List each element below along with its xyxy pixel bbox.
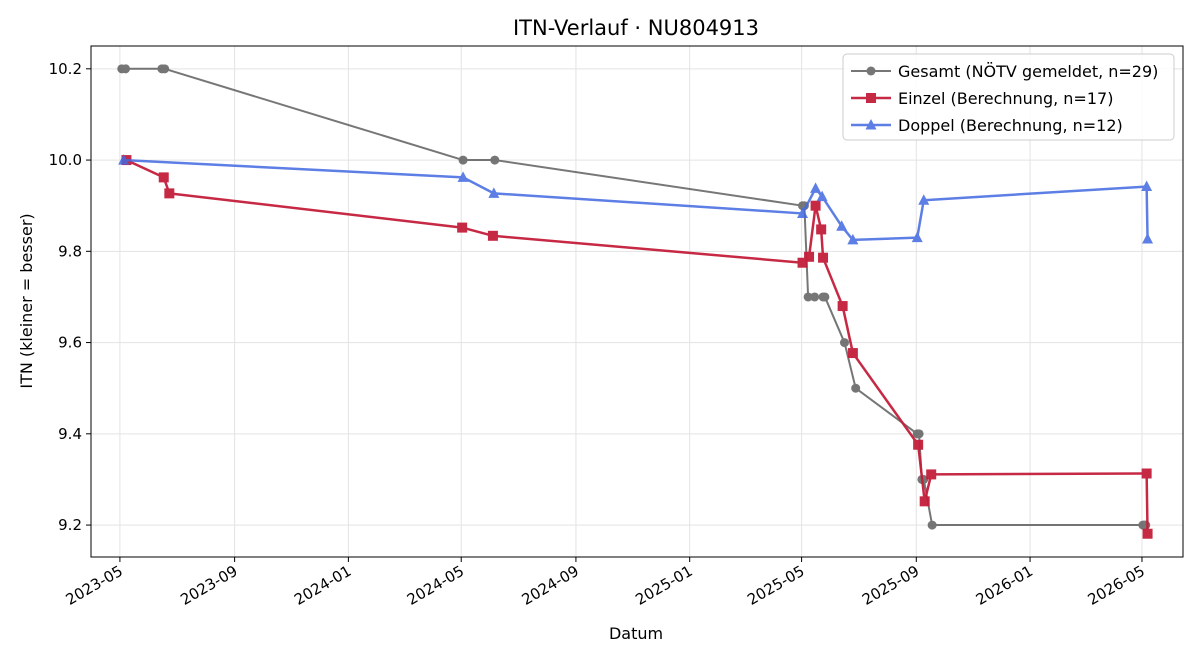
data-point [457,171,469,182]
data-point [926,469,937,480]
data-point [804,251,815,262]
data-point [1141,180,1153,192]
x-tick-label: 2026-05 [1085,562,1148,609]
data-point [927,520,937,530]
data-point [847,348,858,359]
legend-swatch-marker [866,66,876,76]
data-point [160,64,170,74]
data-point [1142,528,1153,539]
series-2 [121,155,1153,539]
x-tick-label: 2026-01 [973,562,1036,609]
series-3 [118,154,1154,245]
series-group [117,64,1154,539]
y-tick-label: 9.4 [58,425,82,443]
legend-swatch-marker [865,119,877,130]
x-axis-title: Datum [609,624,663,643]
data-point [158,172,169,183]
data-point [837,301,848,312]
x-tick-label: 2025-05 [744,562,807,609]
x-tick-label: 2024-09 [519,562,582,609]
data-point [164,188,175,199]
legend-swatch-marker [866,93,876,103]
x-tick-label: 2025-01 [632,562,695,609]
legend: Gesamt (NÖTV gemeldet, n=29) Einzel (Bere… [842,53,1175,141]
data-point [820,292,830,302]
series-line [123,158,1149,242]
legend-label: Einzel (Berechnung, n=17) [898,89,1113,108]
data-point [1141,468,1152,479]
data-point [118,154,130,165]
series-line [125,158,1149,534]
y-tick-label: 10.0 [49,151,82,169]
data-point [1141,520,1151,530]
data-point [919,496,930,507]
data-point [457,222,468,233]
y-tick-label: 9.8 [58,242,82,260]
data-point [836,220,848,231]
data-point [490,155,500,165]
data-point [816,190,828,202]
x-tick-label: 2023-05 [63,562,126,609]
y-tick-label: 9.2 [58,516,82,534]
data-point [458,155,468,165]
data-point [911,231,923,243]
data-point [487,230,498,241]
legend-box [842,53,1175,141]
data-point [797,207,809,218]
data-point [810,292,820,302]
x-tick-label: 2023-09 [177,562,240,609]
data-point [816,224,827,235]
plot-frame [90,45,1184,558]
legend-label: Gesamt (NÖTV gemeldet, n=29) [898,62,1158,81]
x-tick-label: 2025-09 [859,562,922,609]
x-tick-label: 2024-01 [291,562,354,609]
y-axis-title: ITN (kleiner = besser) [17,213,36,388]
data-point [797,257,808,268]
data-point [914,429,924,439]
data-point [913,439,924,450]
y-tick-label: 10.2 [49,60,82,78]
y-tick-label: 9.6 [58,334,82,352]
chart-title: ITN-Verlauf · NU804913 [513,16,759,40]
grid-lines [91,46,1183,557]
data-point [847,233,859,245]
data-point [810,200,821,211]
legend-item [851,66,891,76]
data-point [839,338,849,348]
legend-item [851,93,891,103]
x-tick-label: 2024-05 [404,562,467,609]
legend-label: Doppel (Berechnung, n=12) [898,116,1123,135]
data-point [121,64,131,74]
data-point [918,194,930,205]
data-point [1142,232,1154,244]
data-point [851,383,861,393]
data-point [803,292,813,302]
data-point [810,182,822,193]
legend-item [851,119,891,130]
data-point [818,252,829,263]
data-point [488,187,500,198]
